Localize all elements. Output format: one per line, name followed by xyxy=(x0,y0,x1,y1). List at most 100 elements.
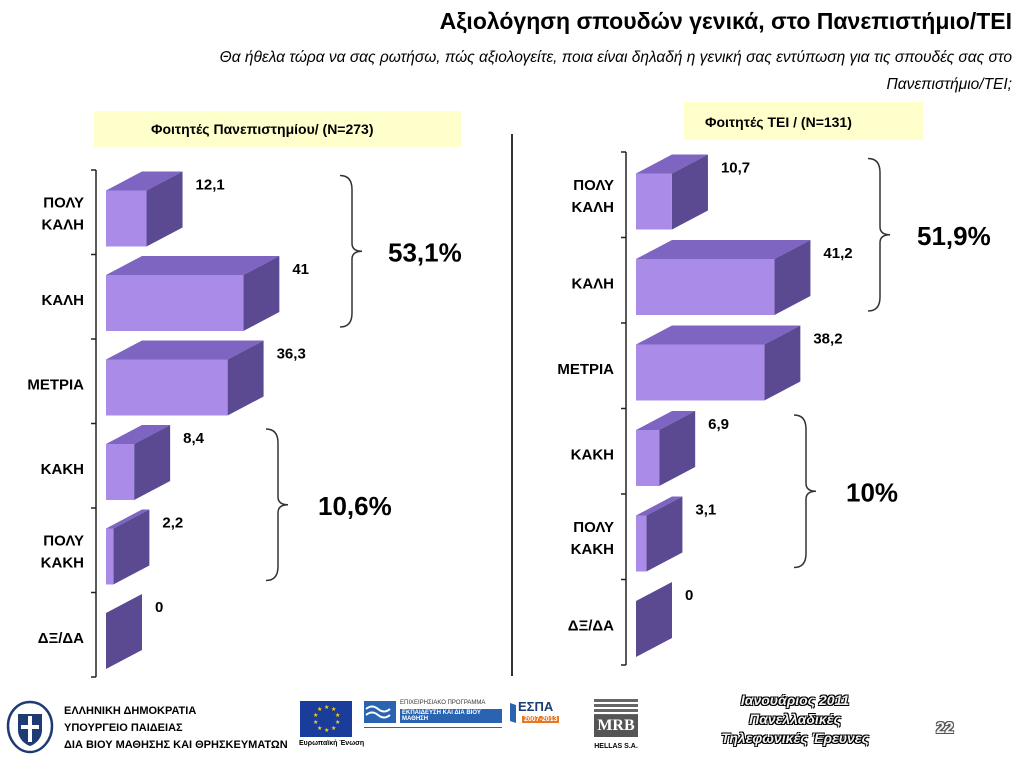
bar-top xyxy=(106,425,171,444)
value-label: 2,2 xyxy=(162,515,183,532)
bar-side xyxy=(146,171,183,247)
bar xyxy=(106,359,228,416)
category-label-line: ΚΑΛΗ xyxy=(571,199,614,216)
program-title: ΕΠΙΧΕΙΡΗΣΙΑΚΟ ΠΡΟΓΡΑΜΜΑ xyxy=(400,700,486,706)
chart-1-title-box: Φοιτητές Πανεπιστημίου/ (N=273) xyxy=(94,111,461,147)
mrb-caption: HELLAS S.A. xyxy=(594,743,638,750)
group-brace xyxy=(265,428,289,582)
bar-side xyxy=(134,425,171,500)
bar xyxy=(106,528,114,585)
value-label: 0 xyxy=(155,599,163,616)
bar-side xyxy=(671,154,708,230)
value-label: 41 xyxy=(292,261,309,278)
bar-top xyxy=(106,340,264,360)
category-label-line: ΠΟΛΥ xyxy=(43,194,84,211)
bar-top xyxy=(636,154,708,174)
program-wave-icon xyxy=(364,701,396,723)
bar-top xyxy=(636,240,811,259)
value-label: 3,1 xyxy=(695,502,716,519)
ministry-line-3: ΔΙΑ ΒΙΟΥ ΜΑΘΗΣΗΣ ΚΑΙ ΘΡΗΣΚΕΥΜΑΤΩΝ xyxy=(64,739,288,751)
category-label: ΠΟΛΥ ΚΑΛΗ xyxy=(571,177,614,216)
svg-text:★: ★ xyxy=(335,719,340,726)
category-label: ΠΟΛΥ ΚΑΚΗ xyxy=(571,519,614,558)
category-label: ΚΑΚΗ xyxy=(41,461,84,478)
chart-1: ΠΟΛΥ ΚΑΛΗ 12,1 ΚΑΛΗ 41 ΜΕΤΡΙΑ 36,3 ΚΑΚΗ 8,4 ΠΟΛΥ Κ… xyxy=(27,169,462,678)
value-label: 8,4 xyxy=(183,430,205,447)
espa-flag-icon xyxy=(510,703,516,723)
bar-side xyxy=(774,240,811,315)
value-label: 12,1 xyxy=(196,177,225,194)
value-label: 38,2 xyxy=(813,331,842,348)
category-label: ΔΞ/ΔΑ xyxy=(568,617,614,634)
eu-caption: Ευρωπαϊκή Ένωση xyxy=(299,740,365,747)
charts-svg: ΠΟΛΥ ΚΑΛΗ 12,1 ΚΑΛΗ 41 ΜΕΤΡΙΑ 36,3 ΚΑΚΗ 8,4 ΠΟΛΥ Κ… xyxy=(27,151,991,678)
chart-2-title-box: Φοιτητές ΤΕΙ / (N=131) xyxy=(684,102,923,140)
survey-date-block: Ιανουάριος 2011 Πανελλαδικές Τηλεφωνικές… xyxy=(710,691,880,748)
value-label: 36,3 xyxy=(277,346,306,363)
svg-text:★: ★ xyxy=(335,712,340,719)
survey-date: Ιανουάριος 2011 xyxy=(740,692,850,708)
espa-logo: ΕΣΠΑ 2007-2013 xyxy=(508,699,570,739)
bar xyxy=(636,430,660,486)
group-label: 53,1% xyxy=(388,237,462,267)
category-label: ΜΕΤΡΙΑ xyxy=(27,376,84,393)
bar-side xyxy=(646,496,683,572)
svg-text:★: ★ xyxy=(313,719,318,726)
category-label-line: ΠΟΛΥ xyxy=(573,519,614,536)
category-label: ΜΕΤΡΙΑ xyxy=(557,361,614,378)
chart-2-title: Φοιτητές ΤΕΙ / (N=131) xyxy=(705,114,852,130)
bar-side xyxy=(659,411,696,486)
eu-stars-icon: ★ ★★ ★★★ ★★★ ★ xyxy=(313,704,340,734)
category-label: ΠΟΛΥ ΚΑΚΗ xyxy=(41,532,84,571)
svg-text:★: ★ xyxy=(331,706,336,713)
bar-side xyxy=(636,582,672,657)
program-divider xyxy=(364,727,502,728)
bar xyxy=(636,173,672,230)
category-label-line: ΠΟΛΥ xyxy=(43,532,84,549)
svg-text:★: ★ xyxy=(324,704,329,711)
bar xyxy=(636,344,765,401)
svg-text:★: ★ xyxy=(324,727,329,734)
bar-side xyxy=(764,325,801,401)
chart-1-title: Φοιτητές Πανεπιστημίου/ (N=273) xyxy=(151,121,374,137)
greek-emblem-icon xyxy=(6,700,54,754)
bar-top xyxy=(636,496,683,516)
bar-top xyxy=(106,256,280,275)
category-label: ΚΑΛΗ xyxy=(571,275,614,292)
group-brace xyxy=(793,414,817,569)
group-brace xyxy=(339,174,363,328)
value-label: 6,9 xyxy=(708,416,729,433)
page-number: 22 xyxy=(936,720,954,737)
bar-side xyxy=(113,509,150,585)
bar-side xyxy=(227,340,264,416)
mrb-logo: MRB HELLAS S.A. xyxy=(594,699,638,757)
eu-flag-icon: ★ ★ ★ ★ ★ ★ ★ ★ ★ ★ xyxy=(300,701,352,737)
chart-2: ΠΟΛΥ ΚΑΛΗ 10,7 ΚΑΛΗ 41,2 ΜΕΤΡΙΑ 38,2 ΚΑΚΗ 6,9 ΠΟΛ… xyxy=(557,151,991,666)
program-logo: ΕΠΙΧΕΙΡΗΣΙΑΚΟ ΠΡΟΓΡΑΜΜΑ ΕΚΠΑΙΔΕΥΣΗ ΚΑΙ Δ… xyxy=(364,699,502,747)
category-label: ΚΑΚΗ xyxy=(571,446,614,463)
group-label: 10,6% xyxy=(318,491,392,521)
svg-text:★: ★ xyxy=(317,706,322,713)
value-label: 10,7 xyxy=(721,160,750,177)
bar xyxy=(106,444,135,500)
ministry-text: ΕΛΛΗΝΙΚΗ ΔΗΜΟΚΡΑΤΙΑ ΥΠΟΥΡΓΕΙΟ ΠΑΙΔΕΙΑΣ Δ… xyxy=(64,703,288,754)
espa-years: 2007-2013 xyxy=(522,716,560,723)
ministry-line-1: ΕΛΛΗΝΙΚΗ ΔΗΜΟΚΡΑΤΙΑ xyxy=(64,705,197,717)
espa-name: ΕΣΠΑ xyxy=(518,699,554,714)
value-label: 41,2 xyxy=(823,245,852,262)
bar xyxy=(106,275,244,331)
bar xyxy=(106,190,147,247)
bar-side xyxy=(106,594,142,669)
bar xyxy=(636,259,775,315)
category-label-line: ΠΟΛΥ xyxy=(573,177,614,194)
group-brace xyxy=(867,157,891,312)
survey-type: Τηλεφωνικές Έρευνες xyxy=(721,730,869,746)
group-label: 51,9% xyxy=(917,221,991,251)
category-label: ΠΟΛΥ ΚΑΛΗ xyxy=(41,194,84,233)
svg-text:★: ★ xyxy=(331,725,336,732)
panel-divider xyxy=(511,134,513,676)
mrb-stripes xyxy=(594,699,638,715)
category-label-line: ΚΑΛΗ xyxy=(41,216,84,233)
survey-scope: Πανελλαδικές xyxy=(749,711,841,727)
mrb-name: MRB xyxy=(594,715,638,737)
